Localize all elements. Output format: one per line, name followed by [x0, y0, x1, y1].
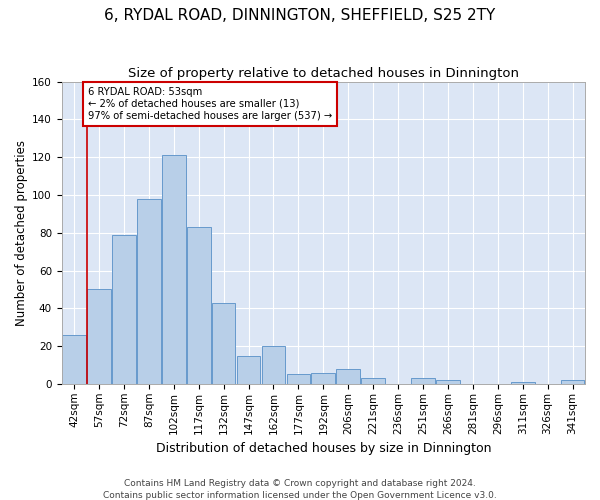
- Bar: [212, 302, 235, 384]
- Bar: [337, 369, 360, 384]
- Text: Contains HM Land Registry data © Crown copyright and database right 2024.
Contai: Contains HM Land Registry data © Crown c…: [103, 478, 497, 500]
- Bar: [62, 335, 86, 384]
- Bar: [511, 382, 535, 384]
- Bar: [162, 156, 185, 384]
- Bar: [287, 374, 310, 384]
- Bar: [112, 234, 136, 384]
- Bar: [187, 227, 211, 384]
- Text: 6 RYDAL ROAD: 53sqm
← 2% of detached houses are smaller (13)
97% of semi-detache: 6 RYDAL ROAD: 53sqm ← 2% of detached hou…: [88, 88, 332, 120]
- Bar: [262, 346, 286, 384]
- Bar: [87, 290, 111, 384]
- X-axis label: Distribution of detached houses by size in Dinnington: Distribution of detached houses by size …: [155, 442, 491, 455]
- Text: 6, RYDAL ROAD, DINNINGTON, SHEFFIELD, S25 2TY: 6, RYDAL ROAD, DINNINGTON, SHEFFIELD, S2…: [104, 8, 496, 22]
- Title: Size of property relative to detached houses in Dinnington: Size of property relative to detached ho…: [128, 68, 519, 80]
- Bar: [311, 372, 335, 384]
- Bar: [411, 378, 435, 384]
- Bar: [361, 378, 385, 384]
- Bar: [436, 380, 460, 384]
- Bar: [137, 199, 161, 384]
- Bar: [237, 356, 260, 384]
- Y-axis label: Number of detached properties: Number of detached properties: [15, 140, 28, 326]
- Bar: [561, 380, 584, 384]
